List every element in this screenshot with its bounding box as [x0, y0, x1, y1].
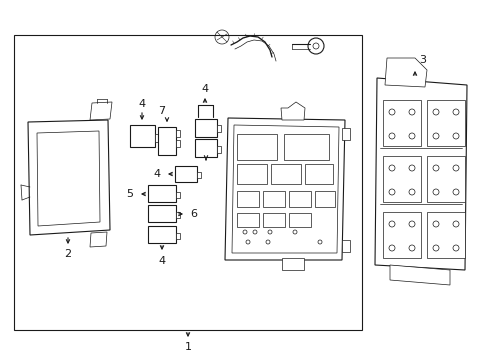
Text: 2: 2	[64, 249, 71, 259]
Bar	[14, 35, 361, 330]
Bar	[130, 125, 155, 147]
Bar	[155, 134, 160, 142]
Bar	[382, 212, 420, 258]
Bar	[426, 212, 464, 258]
Bar	[148, 226, 176, 243]
Bar	[426, 100, 464, 146]
Bar	[176, 140, 180, 147]
Polygon shape	[224, 118, 345, 260]
Text: 5: 5	[126, 189, 133, 199]
Bar	[237, 213, 259, 227]
Polygon shape	[37, 131, 100, 226]
Text: 4: 4	[138, 99, 145, 109]
Bar	[237, 191, 259, 207]
Bar	[176, 192, 180, 198]
Bar	[237, 164, 266, 184]
Bar	[195, 139, 217, 157]
Bar	[148, 205, 176, 222]
Polygon shape	[374, 78, 466, 270]
Bar	[263, 213, 285, 227]
Bar	[176, 212, 180, 218]
Text: 6: 6	[190, 209, 197, 219]
Bar	[282, 258, 304, 270]
Text: 3: 3	[419, 55, 426, 65]
Text: 1: 1	[184, 342, 191, 352]
Bar	[341, 240, 349, 252]
Bar	[237, 134, 276, 160]
Bar	[314, 191, 334, 207]
Bar	[270, 164, 301, 184]
Bar	[217, 146, 221, 153]
Polygon shape	[389, 265, 449, 285]
Text: 4: 4	[201, 84, 208, 94]
Bar	[195, 119, 217, 137]
Bar	[175, 166, 197, 182]
Polygon shape	[90, 232, 107, 247]
Bar	[426, 156, 464, 202]
Text: 7: 7	[158, 106, 165, 116]
Bar	[288, 191, 310, 207]
Bar	[305, 164, 332, 184]
Bar	[341, 128, 349, 140]
Bar	[263, 191, 285, 207]
Bar	[217, 125, 221, 132]
Text: 4: 4	[158, 256, 165, 266]
Polygon shape	[231, 125, 338, 253]
Polygon shape	[28, 120, 110, 235]
Bar	[158, 127, 176, 155]
Polygon shape	[281, 102, 305, 120]
Bar	[148, 185, 176, 202]
Polygon shape	[90, 102, 112, 120]
Text: 4: 4	[153, 169, 160, 179]
Bar	[382, 100, 420, 146]
Bar	[176, 130, 180, 137]
Bar	[197, 172, 201, 178]
Bar	[176, 233, 180, 239]
Bar	[382, 156, 420, 202]
Polygon shape	[384, 58, 426, 87]
Bar	[288, 213, 310, 227]
Bar	[284, 134, 328, 160]
